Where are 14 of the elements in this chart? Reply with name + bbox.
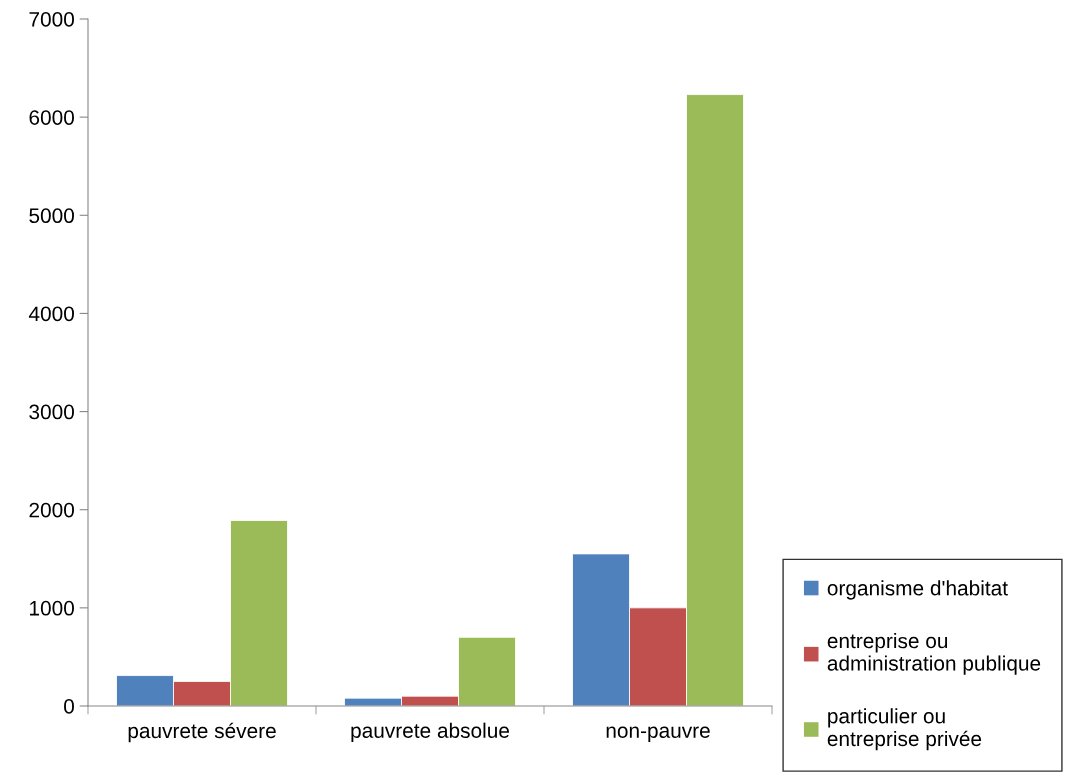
legend-label: organisme d'habitat: [827, 580, 1008, 600]
y-tick-label: 3000: [29, 404, 74, 420]
y-tick-label: 5000: [29, 208, 74, 224]
y-tick-label: 6000: [29, 110, 74, 125]
y-tick-label: 4000: [28, 306, 74, 322]
legend-label: particulier ou entreprise privée: [827, 708, 982, 751]
x-tick-label: pauvrete absolue: [351, 722, 509, 743]
x-tick-label: pauvrete sévere: [128, 722, 276, 743]
x-tick-label: non-pauvre: [606, 726, 710, 743]
legend-label: entreprise ou administration publique: [827, 632, 1041, 675]
y-tick-label: 7000: [29, 12, 74, 27]
y-tick-label: 0: [64, 699, 74, 714]
y-tick-label: 2000: [29, 502, 74, 518]
y-tick-label: 1000: [30, 600, 74, 616]
